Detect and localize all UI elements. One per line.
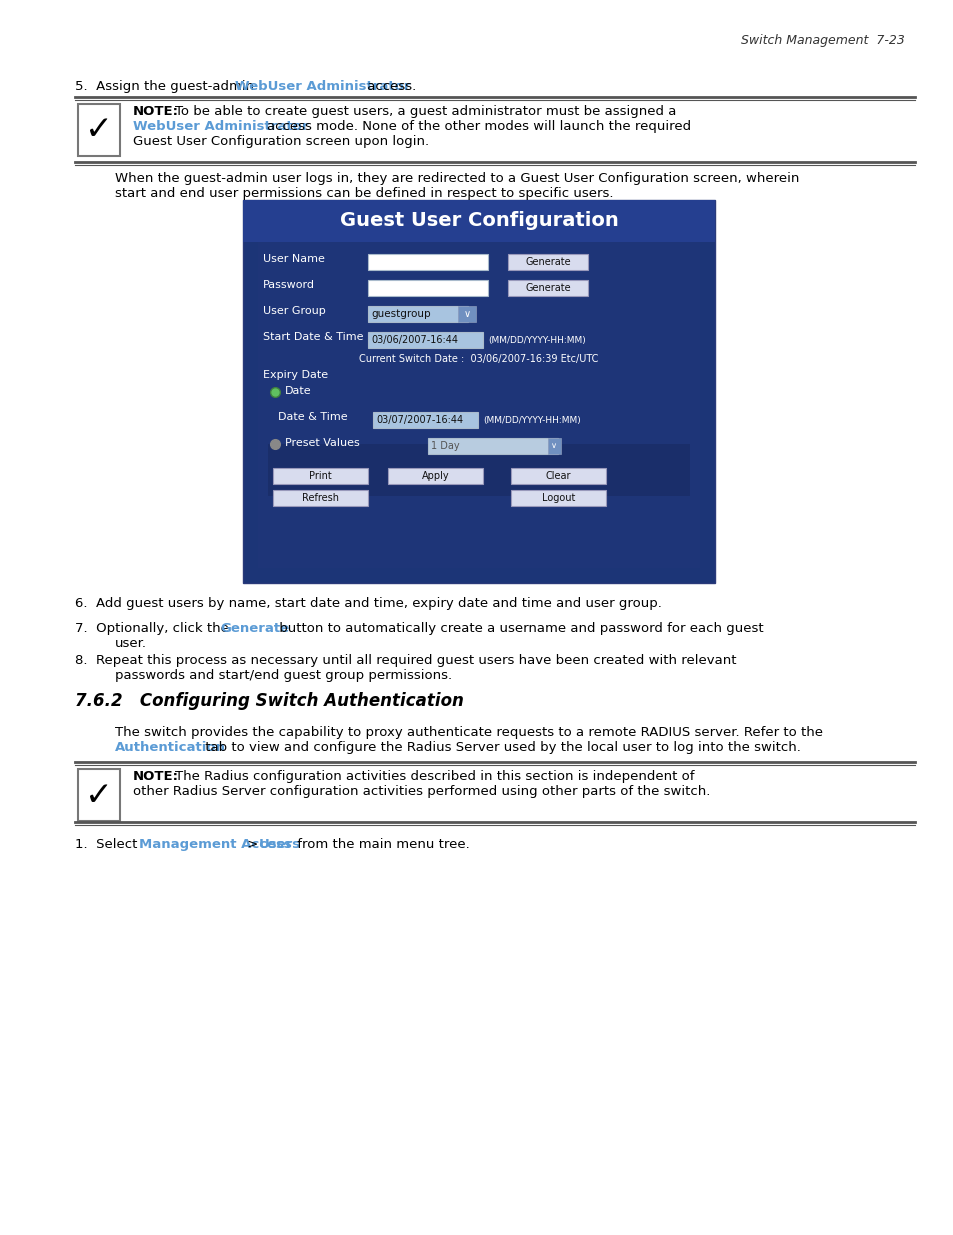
- Text: access.: access.: [363, 80, 416, 93]
- Text: 1 Day: 1 Day: [431, 441, 459, 451]
- Bar: [457, 306, 476, 322]
- Text: Users: Users: [258, 839, 301, 851]
- Text: (MM/DD/YYYY-HH:MM): (MM/DD/YYYY-HH:MM): [482, 415, 580, 425]
- Bar: [268, 445, 689, 496]
- Text: Management Access: Management Access: [139, 839, 292, 851]
- Bar: [273, 490, 368, 506]
- Bar: [428, 438, 558, 454]
- Bar: [511, 490, 605, 506]
- Text: guestgroup: guestgroup: [371, 309, 430, 319]
- Bar: [373, 412, 477, 429]
- Text: The Radius configuration activities described in this section is independent of: The Radius configuration activities desc…: [174, 769, 694, 783]
- Text: tab to view and configure the Radius Server used by the local user to log into t: tab to view and configure the Radius Ser…: [201, 741, 800, 755]
- Text: Preset Values: Preset Values: [285, 438, 359, 448]
- Text: NOTE:: NOTE:: [132, 105, 179, 119]
- Bar: [243, 200, 714, 583]
- Text: When the guest-admin user logs in, they are redirected to a Guest User Configura: When the guest-admin user logs in, they …: [115, 172, 799, 185]
- Text: Logout: Logout: [541, 493, 575, 503]
- Bar: [511, 468, 605, 484]
- Text: Print: Print: [309, 471, 332, 480]
- Text: Apply: Apply: [421, 471, 449, 480]
- Text: WebUser Administrator: WebUser Administrator: [234, 80, 410, 93]
- Text: ✓: ✓: [85, 778, 112, 811]
- Text: Generate: Generate: [525, 257, 570, 267]
- Text: button to automatically create a username and password for each guest: button to automatically create a usernam…: [274, 622, 762, 635]
- Text: passwords and start/end guest group permissions.: passwords and start/end guest group perm…: [115, 669, 452, 682]
- Text: (MM/DD/YYYY-HH:MM): (MM/DD/YYYY-HH:MM): [488, 336, 585, 345]
- Bar: [78, 104, 120, 156]
- Bar: [507, 280, 587, 296]
- Bar: [368, 280, 488, 296]
- Text: Authentication: Authentication: [115, 741, 226, 755]
- Text: To be able to create guest users, a guest administrator must be assigned a: To be able to create guest users, a gues…: [174, 105, 676, 119]
- Text: 7.6.2   Configuring Switch Authentication: 7.6.2 Configuring Switch Authentication: [75, 692, 463, 710]
- Text: 5.  Assign the guest-admin: 5. Assign the guest-admin: [75, 80, 258, 93]
- Text: start and end user permissions can be defined in respect to specific users.: start and end user permissions can be de…: [115, 186, 613, 200]
- Bar: [547, 438, 560, 454]
- Text: Switch Management  7-23: Switch Management 7-23: [740, 35, 904, 47]
- Text: 6.  Add guest users by name, start date and time, expiry date and time and user : 6. Add guest users by name, start date a…: [75, 597, 661, 610]
- Bar: [507, 254, 587, 270]
- Text: >: >: [243, 839, 262, 851]
- Text: 03/06/2007-16:44: 03/06/2007-16:44: [371, 335, 457, 345]
- Text: Refresh: Refresh: [302, 493, 338, 503]
- Text: The switch provides the capability to proxy authenticate requests to a remote RA: The switch provides the capability to pr…: [115, 726, 822, 739]
- Text: from the main menu tree.: from the main menu tree.: [293, 839, 469, 851]
- Bar: [273, 468, 368, 484]
- Text: Expiry Date: Expiry Date: [263, 370, 328, 380]
- Bar: [368, 254, 488, 270]
- Text: other Radius Server configuration activities performed using other parts of the : other Radius Server configuration activi…: [132, 785, 710, 798]
- Bar: [257, 242, 700, 568]
- Bar: [368, 306, 468, 322]
- Text: Start Date & Time: Start Date & Time: [263, 332, 363, 342]
- Bar: [388, 468, 482, 484]
- Text: ∨: ∨: [551, 441, 557, 451]
- Text: Generate: Generate: [220, 622, 289, 635]
- Text: 8.  Repeat this process as necessary until all required guest users have been cr: 8. Repeat this process as necessary unti…: [75, 655, 736, 667]
- Text: Guest User Configuration screen upon login.: Guest User Configuration screen upon log…: [132, 135, 429, 148]
- Text: user.: user.: [115, 637, 147, 650]
- Bar: [243, 200, 714, 242]
- Text: 7.  Optionally, click the: 7. Optionally, click the: [75, 622, 233, 635]
- Bar: [78, 769, 120, 821]
- Text: User Name: User Name: [263, 254, 325, 264]
- Text: NOTE:: NOTE:: [132, 769, 179, 783]
- Text: WebUser Administrator: WebUser Administrator: [132, 120, 308, 133]
- Text: Generate: Generate: [525, 283, 570, 293]
- Text: Guest User Configuration: Guest User Configuration: [339, 211, 618, 231]
- Text: access mode. None of the other modes will launch the required: access mode. None of the other modes wil…: [267, 120, 690, 133]
- Text: ✓: ✓: [85, 114, 112, 147]
- Text: 03/07/2007-16:44: 03/07/2007-16:44: [375, 415, 462, 425]
- Text: User Group: User Group: [263, 306, 325, 316]
- Text: Date: Date: [285, 387, 312, 396]
- Text: Current Switch Date :  03/06/2007-16:39 Etc/UTC: Current Switch Date : 03/06/2007-16:39 E…: [359, 354, 598, 364]
- Text: Date & Time: Date & Time: [277, 412, 347, 422]
- Text: ∨: ∨: [463, 309, 470, 319]
- Text: Password: Password: [263, 280, 314, 290]
- Text: Clear: Clear: [545, 471, 571, 480]
- Bar: [368, 332, 482, 348]
- Text: 1.  Select: 1. Select: [75, 839, 141, 851]
